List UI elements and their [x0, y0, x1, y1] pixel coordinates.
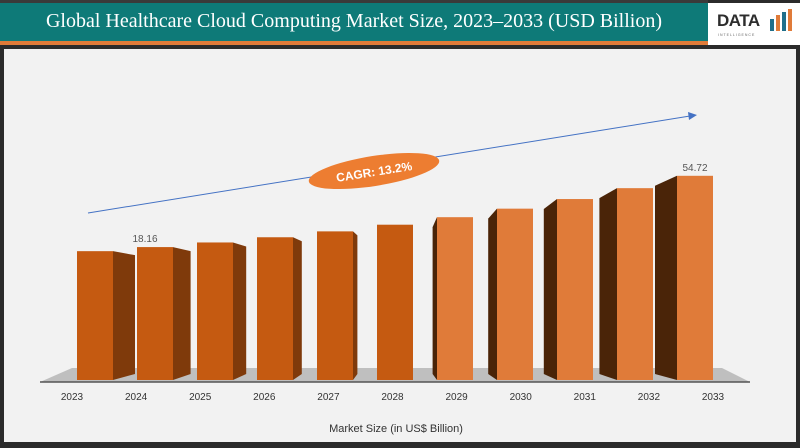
bar-2028 [377, 224, 413, 380]
bar-side [293, 237, 302, 380]
x-tick-label: 2033 [702, 392, 725, 403]
x-tick-label: 2029 [445, 392, 468, 403]
bar-2031 [557, 199, 593, 380]
bar-side [599, 188, 617, 380]
bar-side [173, 247, 191, 380]
x-tick-label: 2026 [253, 392, 276, 403]
cagr-badge [308, 152, 440, 190]
bar-2024 [137, 247, 173, 380]
bar-2029 [437, 217, 473, 380]
x-tick-label: 2030 [510, 392, 533, 403]
bar-side [432, 217, 437, 380]
bar-2032 [617, 188, 653, 380]
data-label: 18.16 [132, 234, 157, 245]
bar-2025 [197, 242, 233, 380]
bar-side [488, 208, 497, 380]
data-label: 54.72 [682, 163, 707, 174]
bar-2023 [77, 251, 113, 380]
x-tick-label: 2031 [574, 392, 597, 403]
bar-2026 [257, 237, 293, 380]
x-tick-label: 2024 [125, 392, 148, 403]
x-axis-title: Market Size (in US$ Billion) [329, 423, 463, 435]
bar-side [113, 251, 135, 380]
header-bar: Global Healthcare Cloud Computing Market… [0, 0, 708, 41]
bar-side [543, 199, 557, 380]
chart-title: Global Healthcare Cloud Computing Market… [45, 10, 663, 32]
bar-side [353, 231, 358, 380]
bar-side [233, 242, 247, 380]
bar-2027 [317, 231, 353, 380]
x-tick-label: 2023 [61, 392, 84, 403]
x-tick-label: 2032 [638, 392, 661, 403]
trend-arrowhead [688, 112, 697, 120]
x-tick-label: 2025 [189, 392, 212, 403]
x-tick-label: 2027 [317, 392, 340, 403]
x-tick-label: 2028 [381, 392, 404, 403]
logo: DATA INTELLIGENCE [708, 3, 800, 45]
logo-subtext: INTELLIGENCE [718, 33, 756, 37]
logo-bars-icon [770, 9, 792, 31]
bar-2030 [497, 208, 533, 380]
logo-text: DATA [717, 11, 760, 30]
bar-2033 [677, 175, 713, 380]
header-stripe [0, 41, 708, 45]
bar-side [655, 175, 677, 380]
